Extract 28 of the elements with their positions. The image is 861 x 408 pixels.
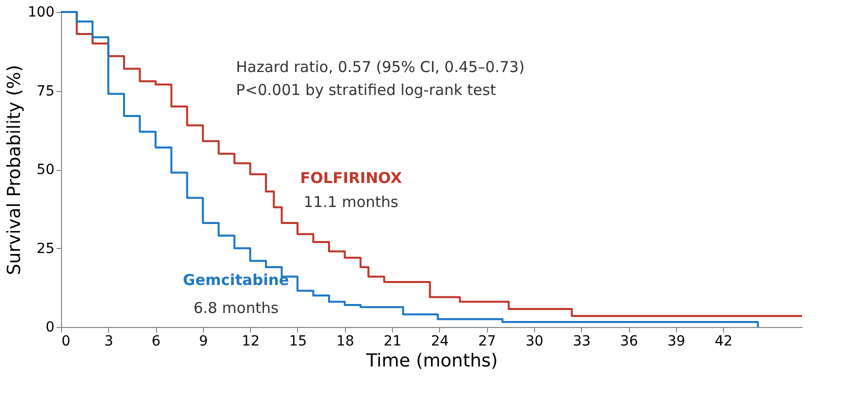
x-tick-label: 42: [714, 334, 733, 350]
x-tick-label: 39: [667, 334, 686, 350]
annotation: 11.1 months: [304, 193, 399, 211]
x-tick-label: 3: [104, 334, 114, 350]
x-tick-label: 21: [384, 334, 402, 350]
x-tick-label: 6: [152, 334, 161, 350]
x-tick-label: 18: [336, 334, 354, 350]
x-tick-label: 12: [242, 334, 260, 350]
annotation: 6.8 months: [193, 299, 279, 317]
x-tick-label: 33: [572, 334, 591, 350]
x-tick-label: 15: [289, 334, 307, 350]
y-axis-title: Survival Probability (%): [4, 64, 25, 276]
x-tick-label: 30: [526, 334, 544, 350]
x-tick-label: 9: [198, 334, 208, 350]
series-label: Gemcitabine: [182, 271, 290, 289]
y-tick-label: 100: [28, 4, 54, 20]
x-tick-label: 27: [478, 334, 496, 350]
x-tick-label: 0: [62, 334, 70, 350]
x-tick-label: 36: [620, 334, 638, 350]
y-tick-label: 75: [36, 83, 54, 100]
y-tick-label: 25: [36, 240, 54, 257]
y-tick-label: 0: [46, 320, 54, 336]
y-tick-label: 50: [36, 162, 54, 178]
annotation: Hazard ratio, 0.57 (95% CI, 0.45–0.73): [236, 58, 525, 76]
x-axis-title: Time (months): [365, 350, 498, 372]
series-label: FOLFIRINOX: [300, 169, 402, 187]
x-tick-label: 24: [430, 334, 449, 350]
annotation: P<0.001 by stratified log-rank test: [236, 81, 496, 99]
